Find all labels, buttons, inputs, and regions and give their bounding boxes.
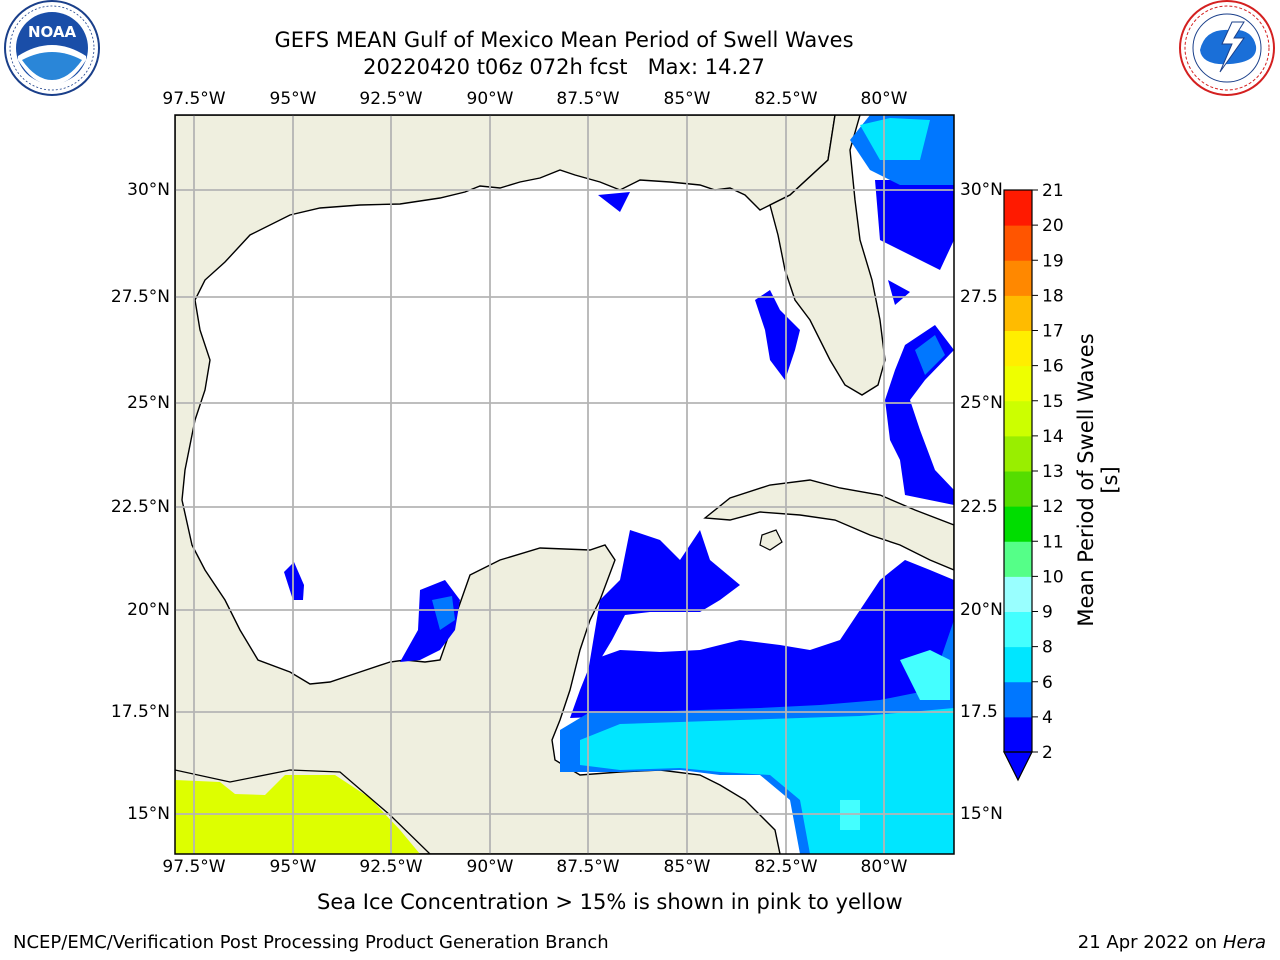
colorbar-segment bbox=[1004, 471, 1032, 507]
colorbar-label: Mean Period of Swell Waves [s] bbox=[1074, 333, 1122, 627]
lon-tick-top: 82.5°W bbox=[754, 89, 818, 109]
colorbar-segment bbox=[1004, 716, 1032, 753]
graticule bbox=[175, 115, 954, 854]
lon-tick-bottom: 92.5°W bbox=[359, 857, 423, 877]
lat-tick-left: 17.5°N bbox=[110, 702, 170, 722]
colorbar-segment bbox=[1004, 611, 1032, 648]
colorbar-segment bbox=[1004, 190, 1032, 226]
footer-date: 21 Apr 2022 on Hera bbox=[1078, 932, 1266, 953]
lon-tick-top: 97.5°W bbox=[162, 89, 226, 109]
colorbar-tick-label: 19 bbox=[1042, 251, 1064, 271]
colorbar-tick-label: 9 bbox=[1042, 603, 1053, 623]
lat-tick-left: 20°N bbox=[127, 600, 170, 620]
lon-tick-top: 85°W bbox=[663, 89, 711, 109]
colorbar-tick-label: 15 bbox=[1042, 392, 1064, 412]
colorbar-tick-label: 4 bbox=[1042, 708, 1053, 728]
colorbar-segment bbox=[1004, 225, 1032, 261]
colorbar-tick-label: 20 bbox=[1042, 216, 1064, 236]
map-frame bbox=[174, 114, 955, 855]
noaa-logo-text: NOAA bbox=[28, 23, 77, 41]
colorbar-segment bbox=[1004, 646, 1032, 683]
nws-logo-icon bbox=[1179, 0, 1275, 96]
colorbar-tick-label: 17 bbox=[1042, 322, 1064, 342]
lon-tick-top: 87.5°W bbox=[556, 89, 620, 109]
colorbar-segment bbox=[1004, 260, 1032, 296]
colorbar-segment bbox=[1004, 435, 1032, 472]
colorbar-segment bbox=[1004, 295, 1032, 331]
noaa-logo-icon: NOAA bbox=[4, 0, 100, 96]
colorbar-segment bbox=[1004, 400, 1032, 437]
lon-tick-top: 95°W bbox=[269, 89, 317, 109]
lat-tick-left: 22.5°N bbox=[110, 497, 170, 517]
lat-tick-right: 17.5 bbox=[960, 702, 998, 722]
lon-tick-bottom: 82.5°W bbox=[754, 857, 818, 877]
colorbar-tick-label: 10 bbox=[1042, 567, 1064, 587]
colorbar-segment bbox=[1004, 506, 1032, 542]
lon-tick-bottom: 80°W bbox=[860, 857, 908, 877]
colorbar-segment bbox=[1004, 365, 1032, 402]
lon-tick-bottom: 97.5°W bbox=[162, 857, 226, 877]
lat-tick-left: 25°N bbox=[127, 393, 170, 413]
land-isle-of-youth bbox=[759, 529, 783, 551]
chart-title: GEFS MEAN Gulf of Mexico Mean Period of … bbox=[274, 28, 854, 52]
lat-tick-left: 15°N bbox=[127, 804, 170, 824]
colorbar-segment bbox=[1004, 330, 1032, 367]
lat-tick-right: 20°N bbox=[960, 600, 1003, 620]
colorbar-tick-label: 13 bbox=[1042, 462, 1064, 482]
lon-tick-top: 80°W bbox=[860, 89, 908, 109]
lon-tick-bottom: 90°W bbox=[466, 857, 514, 877]
footer-host: Hera bbox=[1222, 932, 1266, 953]
colorbar-segment bbox=[1004, 681, 1032, 718]
lat-tick-right: 15°N bbox=[960, 804, 1003, 824]
lon-tick-top: 92.5°W bbox=[359, 89, 423, 109]
lat-tick-right: 27.5 bbox=[960, 287, 998, 307]
lon-tick-top: 90°W bbox=[466, 89, 514, 109]
lon-tick-bottom: 85°W bbox=[663, 857, 711, 877]
colorbar-extend-arrow bbox=[1003, 751, 1033, 782]
lat-tick-left: 27.5°N bbox=[110, 287, 170, 307]
colorbar-tick-label: 18 bbox=[1042, 286, 1064, 306]
sea-ice-caption: Sea Ice Concentration > 15% is shown in … bbox=[317, 890, 903, 914]
colorbar-tick-label: 11 bbox=[1042, 532, 1064, 552]
lat-tick-right: 25°N bbox=[960, 393, 1003, 413]
colorbar-tick-label: 21 bbox=[1042, 181, 1064, 201]
lon-tick-bottom: 87.5°W bbox=[556, 857, 620, 877]
lat-tick-left: 30°N bbox=[127, 180, 170, 200]
land-florida bbox=[769, 115, 886, 396]
colorbar-tick-label: 2 bbox=[1042, 743, 1053, 763]
colorbar-tick-label: 12 bbox=[1042, 497, 1064, 517]
footer-credit: NCEP/EMC/Verification Post Processing Pr… bbox=[13, 932, 609, 953]
colorbar-segment bbox=[1004, 541, 1032, 577]
colorbar-tick-label: 6 bbox=[1042, 673, 1053, 693]
colorbar-tick-label: 16 bbox=[1042, 357, 1064, 377]
lat-tick-right: 30°N bbox=[960, 180, 1003, 200]
lon-tick-bottom: 95°W bbox=[269, 857, 317, 877]
colorbar-tick-label: 14 bbox=[1042, 427, 1064, 447]
colorbar: 2 4 6 8 9 10 11 12 13 14 15 16 17 18 19 20 21 bbox=[1003, 181, 1064, 782]
colorbar-tick-label: 8 bbox=[1042, 638, 1053, 658]
footer-date-text: 21 Apr 2022 on bbox=[1077, 932, 1223, 953]
colorbar-segment bbox=[1004, 576, 1032, 612]
chart-subtitle: 20220420 t06z 072h fcst Max: 14.27 bbox=[363, 55, 765, 79]
lat-tick-right: 22.5 bbox=[960, 497, 998, 517]
